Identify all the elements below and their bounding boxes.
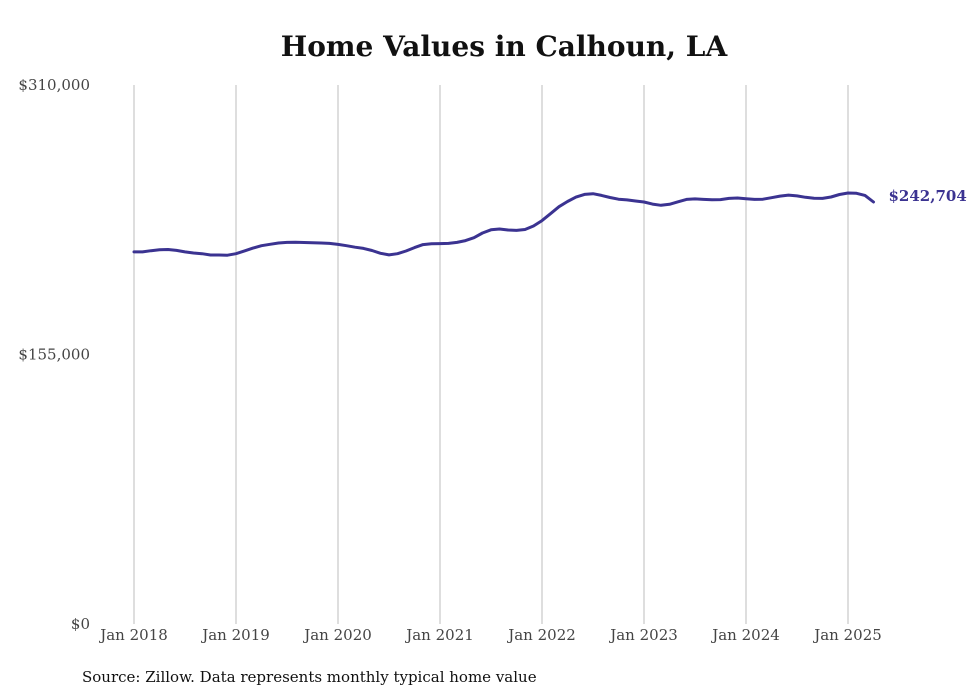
x-tick-label: Jan 2025 xyxy=(812,626,882,644)
source-note: Source: Zillow. Data represents monthly … xyxy=(82,668,537,686)
y-tick-label: $0 xyxy=(71,615,90,633)
x-tick-label: Jan 2023 xyxy=(608,626,678,644)
x-tick-label: Jan 2020 xyxy=(302,626,372,644)
x-axis: Jan 2018 Jan 2019 Jan 2020 Jan 2021 Jan 2022… xyxy=(98,626,882,644)
y-axis: $0 $155,000 $310,000 xyxy=(18,76,90,633)
x-tick-label: Jan 2019 xyxy=(200,626,270,644)
gridlines xyxy=(133,85,849,624)
x-tick-label: Jan 2021 xyxy=(404,626,474,644)
data-label-layer: $242,704 xyxy=(889,187,967,205)
series-layer xyxy=(132,191,875,257)
last-value-label: $242,704 xyxy=(889,187,967,205)
x-tick-label: Jan 2024 xyxy=(710,626,780,644)
y-tick-label: $155,000 xyxy=(18,346,90,364)
y-tick-label: $310,000 xyxy=(18,76,90,94)
series-line xyxy=(132,191,875,257)
chart-title: Home Values in Calhoun, LA xyxy=(280,30,728,63)
x-tick-label: Jan 2018 xyxy=(98,626,168,644)
x-tick-label: Jan 2022 xyxy=(506,626,576,644)
